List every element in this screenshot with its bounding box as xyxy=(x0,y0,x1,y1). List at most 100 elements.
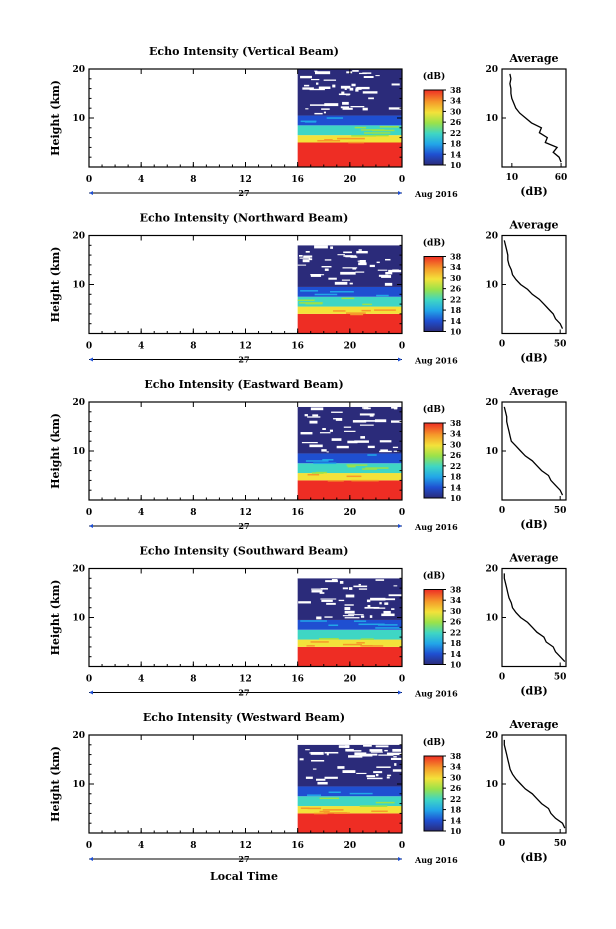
heatmap-gap xyxy=(379,440,392,443)
x-tick-label: 12 xyxy=(239,342,252,352)
day-arrow-right xyxy=(398,524,402,528)
heatmap-layer-38db xyxy=(297,313,402,334)
heatmap-streak xyxy=(322,459,334,461)
colorbar-tick-label: 30 xyxy=(450,106,462,116)
heatmap-gap xyxy=(332,84,336,88)
day-arrow-left xyxy=(89,857,93,861)
heatmap-gap xyxy=(359,424,374,426)
colorbar-tick-label: 10 xyxy=(450,826,462,836)
heatmap-gap xyxy=(364,606,380,609)
heatmap-gap xyxy=(314,112,323,115)
heatmap-gap xyxy=(350,256,358,258)
heatmap-gap xyxy=(375,745,389,748)
colorbar-tick-label: 18 xyxy=(450,805,462,815)
x-tick-label: 8 xyxy=(190,342,196,352)
heatmap-gap xyxy=(314,245,328,249)
heatmap-gap xyxy=(299,257,311,259)
heatmap-gap xyxy=(330,246,334,249)
heatmap-gap xyxy=(345,748,354,752)
heatmap-gap xyxy=(321,265,332,268)
heatmap-gap xyxy=(343,251,352,254)
heatmap-gap xyxy=(329,429,334,432)
heatmap-gap xyxy=(331,411,343,413)
heatmap-gap xyxy=(362,91,378,94)
colorbar-tick-label: 14 xyxy=(450,815,462,825)
heatmap-gap xyxy=(323,111,326,114)
day-label: 27 xyxy=(238,521,249,531)
heatmap-gap xyxy=(392,269,399,272)
y-axis-label: Height (km) xyxy=(49,580,62,656)
date-label: Aug 2016 xyxy=(414,855,458,865)
heatmap-gap xyxy=(302,259,310,263)
heatmap-gap xyxy=(320,588,328,590)
heatmap-gap xyxy=(370,751,383,753)
x-tick-label: 16 xyxy=(291,175,304,185)
heatmap-streak xyxy=(322,809,344,811)
heatmap-gap xyxy=(360,615,365,618)
heatmap-gap xyxy=(348,755,363,758)
heatmap-streak xyxy=(346,475,362,478)
heatmap-gap xyxy=(340,106,350,109)
heatmap-streak xyxy=(371,810,388,813)
heatmap-streak xyxy=(347,465,356,468)
heatmap-streak xyxy=(374,309,396,311)
heatmap-gap xyxy=(341,91,345,95)
heatmap-gap xyxy=(310,751,324,755)
y-tick-label: 20 xyxy=(72,731,85,741)
y-tick-label: 10 xyxy=(72,114,85,124)
x-tick-label: 20 xyxy=(344,841,357,851)
heatmap-gap xyxy=(383,610,391,614)
y-tick-label: 10 xyxy=(72,447,85,457)
day-label: 27 xyxy=(238,355,249,365)
average-x-label: (dB) xyxy=(520,685,547,698)
average-x-tick-label: 10 xyxy=(506,173,519,183)
average-x-tick-label: 60 xyxy=(555,173,568,183)
colorbar-tick-label: 30 xyxy=(450,273,462,283)
heatmap-gap xyxy=(309,444,323,448)
panel-1: Echo Intensity (Vertical Beam) 10 20 0 4 8 12 1… xyxy=(49,45,567,199)
heatmap-gap xyxy=(320,598,337,600)
x-tick-label: 0 xyxy=(399,841,405,851)
heatmap-gap xyxy=(369,749,383,752)
average-profile-line xyxy=(503,739,566,829)
colorbar-tick-label: 10 xyxy=(450,660,462,670)
heatmap-layer-38db xyxy=(297,646,402,667)
heatmap-gap xyxy=(361,753,378,756)
heatmap-gap xyxy=(367,445,375,449)
heatmap-gap xyxy=(344,607,351,611)
heatmap-layer-22db xyxy=(297,296,402,307)
heatmap-layer-22db xyxy=(297,463,402,474)
heatmap-gap xyxy=(350,106,365,108)
date-label: Aug 2016 xyxy=(414,356,458,366)
panel-title: Echo Intensity (Eastward Beam) xyxy=(144,378,343,391)
x-tick-label: 4 xyxy=(138,675,144,685)
colorbar-tick-label: 30 xyxy=(450,606,462,616)
heatmap-gap xyxy=(344,610,355,614)
colorbar-tick-label: 22 xyxy=(450,294,461,304)
heatmap-streak xyxy=(310,641,329,643)
heatmap-gap xyxy=(359,413,375,416)
heatmap-gap xyxy=(348,614,364,616)
heatmap-gap xyxy=(335,418,343,421)
x-tick-label: 12 xyxy=(239,175,252,185)
heatmap-gap xyxy=(307,416,321,418)
heatmap-streak xyxy=(362,468,378,470)
heatmap-gap xyxy=(359,72,367,75)
heatmap-gap xyxy=(321,449,327,452)
heatmap-streak xyxy=(307,794,322,796)
colorbar xyxy=(423,256,444,332)
heatmap-streak xyxy=(314,293,338,296)
heatmap-streak xyxy=(346,464,368,466)
heatmap-gap xyxy=(300,75,312,79)
heatmap-streak xyxy=(375,801,395,804)
heatmap-gap xyxy=(344,87,347,90)
heatmap-gap xyxy=(363,744,372,747)
heatmap-area xyxy=(297,568,403,667)
heatmap-gap xyxy=(316,778,326,781)
panel-3: Echo Intensity (Eastward Beam) 10 20 0 4 8 12 1… xyxy=(49,378,567,532)
average-y-tick-label: 10 xyxy=(485,114,498,124)
heatmap-gap xyxy=(308,258,313,261)
heatmap-gap xyxy=(358,262,367,266)
heatmap-streak xyxy=(379,126,399,128)
day-arrow-right xyxy=(398,357,402,362)
